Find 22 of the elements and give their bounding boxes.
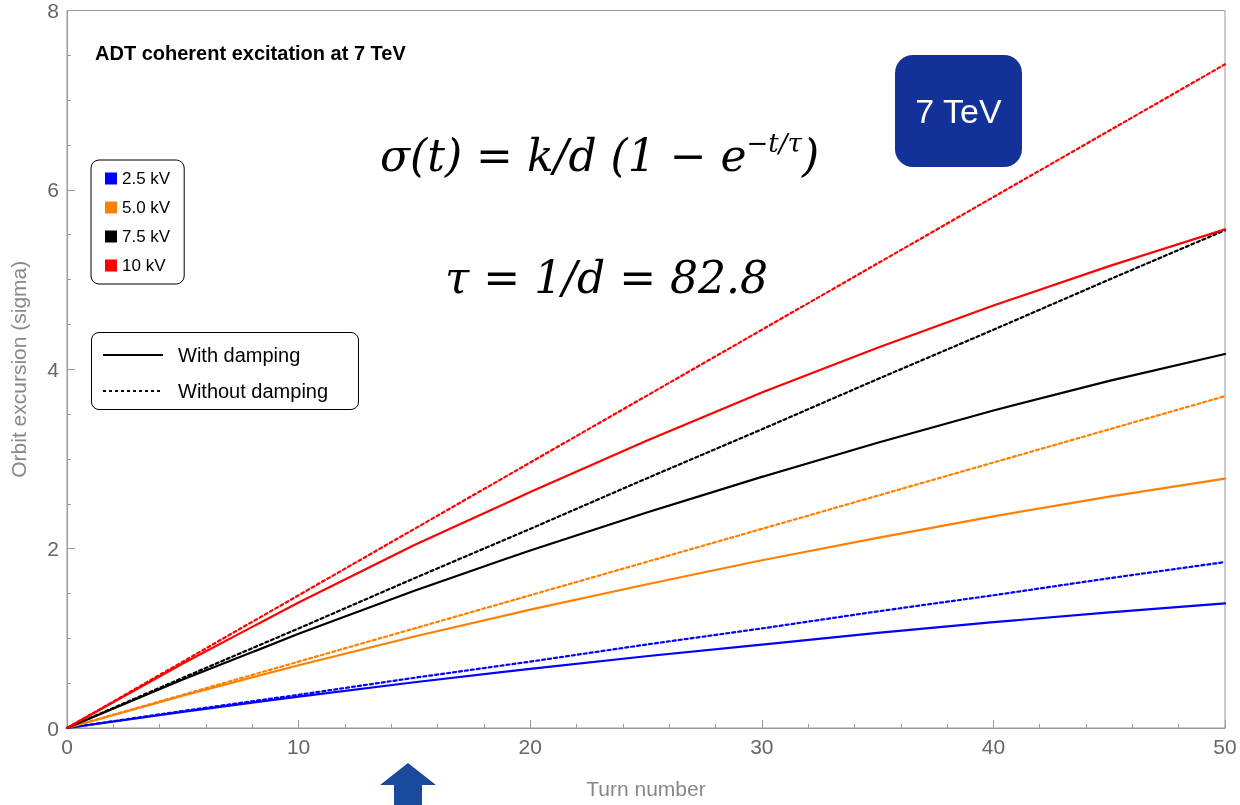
x-axis-title: Turn number — [586, 777, 706, 800]
annotation: Without damping — [178, 379, 329, 403]
y-tick-label: 4 — [47, 357, 60, 381]
text: ADT coherent excitation at 7 TeV — [95, 42, 407, 64]
annotation: With damping — [178, 343, 301, 367]
y-tick-label: 0 — [47, 716, 59, 740]
legend-label: 10 kV — [122, 256, 167, 275]
annotation: τ = 1/d = 82.8 — [445, 251, 768, 303]
y-tick-label: 6 — [47, 178, 59, 202]
legend-label: 7.5 kV — [122, 227, 171, 246]
x-tick-label: 50 — [1213, 735, 1237, 758]
x-tick-label: 10 — [286, 735, 311, 758]
x-tick-label: 30 — [750, 735, 774, 758]
y-axis-title: Orbit excursion (sigma) — [7, 260, 30, 478]
x-tick-label: 20 — [518, 735, 542, 758]
y-tick-label: 2 — [47, 537, 59, 561]
annotation: 7 TeV — [915, 92, 1002, 130]
y-tick-label: 8 — [47, 0, 59, 22]
x-tick-label: 40 — [981, 735, 1006, 758]
x-tick-label: 0 — [61, 735, 73, 758]
legend-label: 2.5 kV — [122, 169, 171, 188]
legend-label: 5.0 kV — [122, 198, 171, 217]
